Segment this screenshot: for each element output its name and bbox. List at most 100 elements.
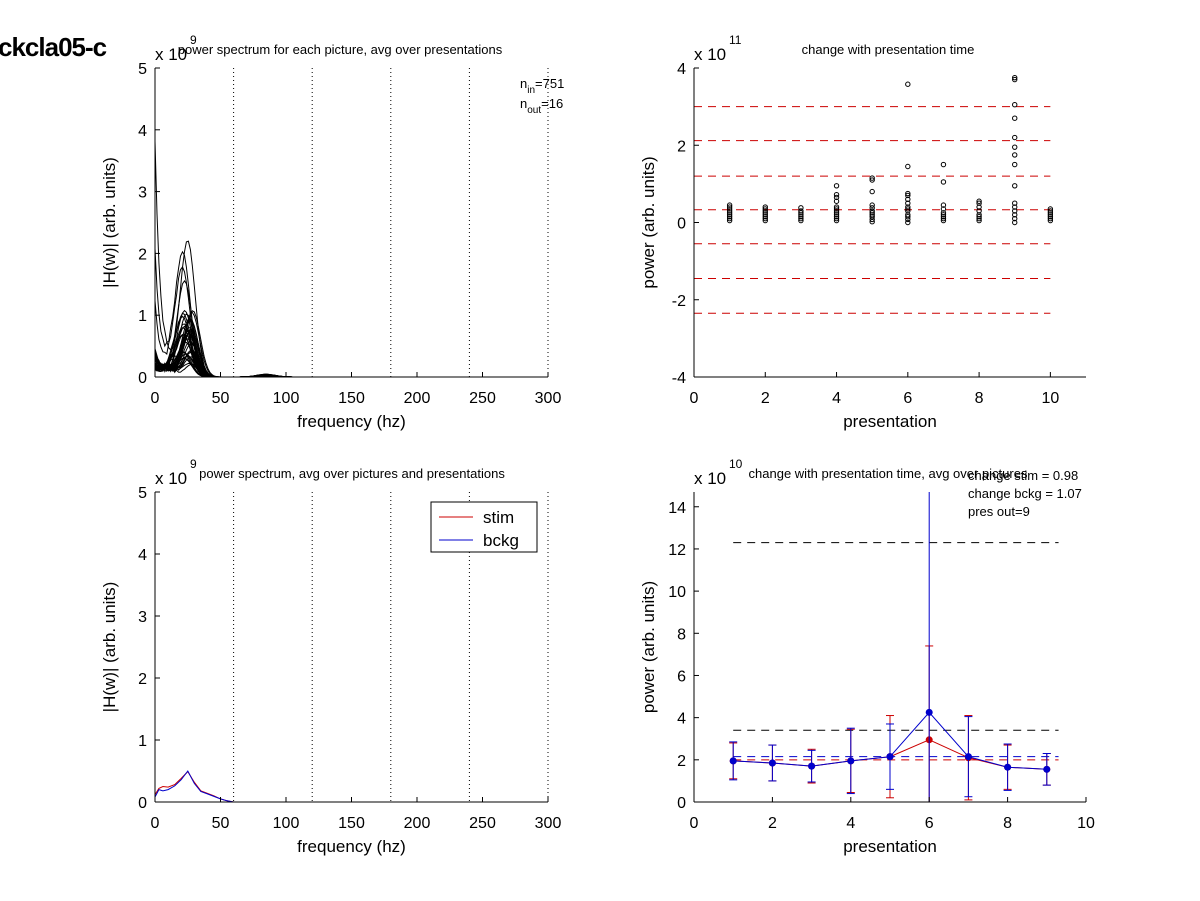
data-point (1012, 204, 1018, 210)
x-tick-label: 0 (690, 390, 699, 407)
y-tick-label: 1 (138, 733, 147, 750)
data-point (833, 183, 840, 189)
x-tick-label: 0 (690, 815, 699, 832)
y-tick-label: 3 (138, 185, 147, 202)
stat-annotation: pres out=9 (968, 504, 1030, 519)
y-tick-label: 2 (138, 671, 147, 688)
spectrum-series-line (154, 327, 548, 378)
data-point (833, 214, 840, 220)
spectrum-series-line (154, 318, 548, 378)
data-point (869, 208, 875, 214)
spectrum-series-line (154, 323, 548, 378)
data-point (1012, 134, 1018, 141)
data-point (798, 217, 804, 224)
spectrum-series-line (154, 331, 548, 378)
y-tick-label: 0 (138, 370, 147, 387)
spectrum-series-line (154, 325, 548, 378)
x-tick-label: 6 (925, 815, 934, 832)
y-axis-label: power (arb. units) (639, 156, 658, 288)
data-point (726, 217, 733, 224)
data-point (798, 205, 804, 211)
data-point (1012, 161, 1018, 168)
panel-spectrum-per-picture: 0 50 100 150 200 250 300 0 1 2 3 4 5 frequency (hz) |H… (100, 33, 564, 431)
y-tick-label: 0 (677, 216, 686, 233)
data-point (940, 212, 947, 218)
data-point (869, 202, 875, 208)
data-point (1012, 144, 1018, 150)
x-tick-label: 0 (151, 815, 160, 832)
y-tick-label: 4 (138, 547, 147, 564)
x-tick-label: 250 (469, 815, 496, 832)
spectrum-series-line (154, 326, 548, 378)
x-tick-label: 150 (338, 390, 365, 407)
y-axis-label: |H(w)| (arb. units) (100, 157, 119, 288)
data-point (726, 214, 733, 220)
data-point (905, 81, 911, 87)
stat-annotation: change stim = 0.98 (968, 468, 1078, 483)
spectrum-series-line (154, 341, 548, 378)
spectrum-series-line (154, 340, 548, 378)
data-point (976, 198, 982, 204)
x-tick-label: 300 (535, 815, 562, 832)
data-point (1047, 217, 1054, 224)
data-point (1012, 208, 1018, 214)
figure-title: ckcla05-c (0, 32, 107, 62)
data-point (940, 206, 947, 212)
data-point (940, 179, 947, 185)
data-point (1047, 210, 1054, 216)
x-tick-label: 250 (469, 390, 496, 407)
spectrum-series-line (154, 328, 548, 378)
panel-title: change with presentation time (802, 42, 975, 57)
spectrum-series-line (154, 310, 548, 378)
x-tick-label: 200 (404, 390, 431, 407)
data-point (762, 217, 768, 224)
data-point-bckg (808, 762, 816, 770)
y-tick-label: 2 (138, 246, 147, 263)
data-point (940, 210, 947, 216)
spectrum-series-line (154, 280, 548, 378)
spectrum-series-line (154, 312, 548, 378)
data-point (869, 205, 875, 211)
data-point (833, 210, 840, 216)
data-point (869, 219, 875, 225)
x-tick-label: 200 (404, 815, 431, 832)
x-tick-label: 150 (338, 815, 365, 832)
spectrum-series-line (154, 248, 548, 378)
data-point-bckg (768, 759, 776, 767)
spectrum-series-line (154, 332, 548, 378)
y-tick-label: 0 (677, 795, 686, 812)
spectrum-series-line (154, 330, 548, 378)
data-point (976, 215, 982, 222)
data-point (798, 212, 804, 218)
data-point-bckg (1004, 763, 1012, 771)
data-point (1012, 212, 1018, 218)
y-tick-label: 8 (677, 626, 686, 643)
data-point (798, 214, 804, 220)
data-point (833, 194, 840, 201)
data-point (1047, 215, 1054, 222)
spectrum-series-line (154, 141, 548, 378)
data-point (905, 192, 911, 199)
data-point (726, 210, 733, 216)
y-tick-label: 10 (668, 584, 686, 601)
y-tick-label: 2 (677, 753, 686, 770)
data-point (940, 215, 947, 222)
y-tick-label: -4 (672, 370, 686, 387)
data-point (905, 190, 911, 197)
data-point-bckg (886, 753, 894, 761)
y-tick-label: 0 (138, 795, 147, 812)
x-tick-label: 6 (903, 390, 912, 407)
x-tick-label: 4 (832, 390, 841, 407)
y-tick-label: 4 (138, 123, 147, 140)
data-point (1047, 212, 1054, 218)
data-point (869, 177, 875, 183)
data-point (762, 212, 768, 218)
y-tick-label: 1 (138, 308, 147, 325)
data-point (905, 219, 911, 226)
data-point (762, 204, 768, 210)
series-line-bckg (154, 770, 548, 803)
y-multiplier-exponent: 9 (190, 457, 197, 471)
y-axis-label: power (arb. units) (639, 581, 658, 713)
spectrum-series-line (154, 309, 548, 378)
